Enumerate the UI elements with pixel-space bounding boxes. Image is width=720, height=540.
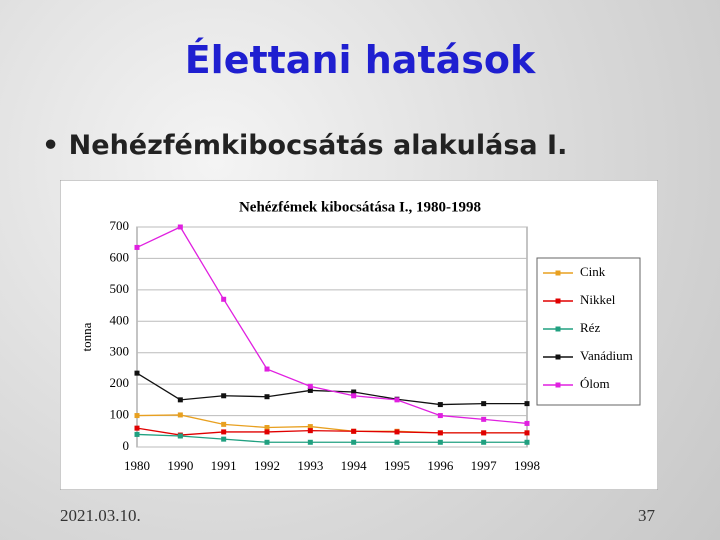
point [134, 431, 140, 437]
point [437, 430, 443, 436]
y-axis-label: tonna [79, 322, 94, 351]
point [307, 439, 313, 445]
point [264, 394, 270, 400]
legend-marker [555, 298, 561, 304]
x-tick-label: 1997 [471, 458, 498, 473]
point [264, 439, 270, 445]
x-tick-label: 1998 [514, 458, 540, 473]
series-line [136, 226, 528, 425]
point [177, 433, 183, 439]
y-tick-label: 600 [110, 249, 130, 264]
point [524, 401, 530, 407]
point [221, 429, 227, 435]
point [394, 397, 400, 403]
point [351, 428, 357, 434]
point [177, 397, 183, 403]
page-number: 37 [638, 506, 655, 525]
series-line [136, 433, 527, 443]
point [307, 383, 313, 389]
point [177, 412, 183, 418]
point [264, 366, 270, 372]
point [307, 424, 313, 430]
x-tick-label: 1992 [254, 458, 280, 473]
y-tick-label: 200 [110, 375, 130, 390]
point [437, 439, 443, 445]
legend-label: Cink [580, 264, 606, 279]
point [177, 224, 183, 230]
legend-box [536, 257, 641, 406]
point [524, 439, 530, 445]
point [394, 439, 400, 445]
x-tick-label: 1993 [297, 458, 323, 473]
legend-label: Nikkel [580, 292, 616, 307]
legend-marker [555, 326, 561, 332]
legend-label: Ólom [580, 376, 610, 391]
y-tick-label: 300 [110, 344, 130, 359]
y-tick-label: 400 [110, 312, 130, 327]
point [437, 413, 443, 419]
chart-title: Nehézfémek kibocsátása I., 1980-1998 [239, 199, 481, 215]
point [134, 425, 140, 431]
point [351, 389, 357, 395]
y-tick-label: 700 [110, 218, 130, 233]
point [134, 413, 140, 419]
bullet: • Nehézfémkibocsátás alakulása I. [42, 130, 568, 161]
point [307, 387, 313, 393]
x-tick-label: 1980 [124, 458, 150, 473]
point [134, 370, 140, 376]
point [481, 439, 487, 445]
x-tick-label: 1991 [211, 458, 237, 473]
point [481, 401, 487, 407]
point [221, 421, 227, 427]
point [351, 439, 357, 445]
point [394, 429, 400, 435]
y-tick-label: 0 [123, 438, 130, 453]
point [524, 430, 530, 436]
slide-title: Élettani hatások [184, 38, 536, 82]
y-tick-label: 500 [110, 281, 130, 296]
point [221, 436, 227, 442]
series-line [136, 427, 527, 436]
point [221, 296, 227, 302]
x-tick-label: 1995 [384, 458, 410, 473]
point [351, 393, 357, 399]
legend-marker [555, 382, 561, 388]
point [307, 428, 313, 434]
point [481, 416, 487, 422]
point [264, 425, 270, 431]
point [481, 430, 487, 436]
date: 2021.03.10. [60, 506, 141, 525]
y-tick-label: 100 [110, 407, 130, 422]
legend-marker [555, 270, 561, 276]
point [264, 429, 270, 435]
point [524, 420, 530, 426]
x-tick-label: 1990 [167, 458, 193, 473]
legend-label: Réz [580, 320, 600, 335]
legend-label: Vanádium [580, 348, 633, 363]
point [134, 244, 140, 250]
x-tick-label: 1996 [427, 458, 454, 473]
chart: Nehézfémek kibocsátása I., 1980-1998 ton… [60, 180, 658, 490]
legend-marker [555, 354, 561, 360]
x-tick-label: 1994 [341, 458, 368, 473]
point [437, 402, 443, 408]
point [221, 393, 227, 399]
